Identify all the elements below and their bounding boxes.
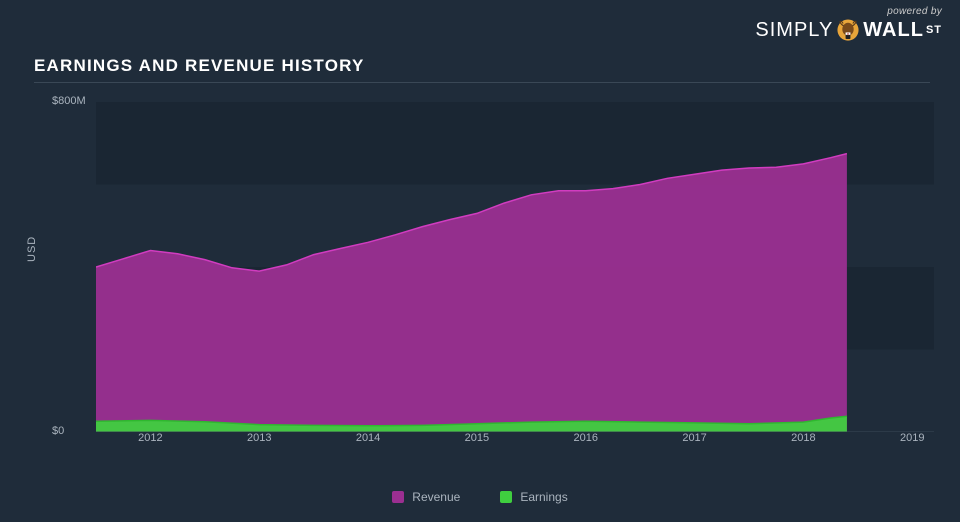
x-tick-label: 2013 xyxy=(247,432,271,444)
legend-item-earnings: Earnings xyxy=(500,490,567,504)
x-tick-label: 2017 xyxy=(682,432,706,444)
brand-logo: powered by SIMPLY WALL ST xyxy=(755,6,942,43)
area-chart-svg xyxy=(96,102,934,432)
revenue-swatch xyxy=(392,491,404,503)
plot-area xyxy=(96,102,934,432)
x-tick-label: 2018 xyxy=(791,432,815,444)
legend-earnings-label: Earnings xyxy=(520,490,567,504)
x-tick-label: 2014 xyxy=(356,432,380,444)
powered-by-text: powered by xyxy=(755,6,942,17)
y-tick-label: $800M xyxy=(52,95,86,107)
brand-name: SIMPLY WALL ST xyxy=(755,17,942,43)
legend-revenue-label: Revenue xyxy=(412,490,460,504)
y-tick-label: $0 xyxy=(52,425,64,437)
bull-icon xyxy=(835,17,861,43)
brand-st: ST xyxy=(926,24,942,36)
earnings-swatch xyxy=(500,491,512,503)
chart-title: EARNINGS AND REVENUE HISTORY xyxy=(34,56,365,76)
x-tick-label: 2012 xyxy=(138,432,162,444)
x-tick-label: 2015 xyxy=(465,432,489,444)
legend: Revenue Earnings xyxy=(0,490,960,504)
y-axis-label: USD xyxy=(26,236,38,262)
brand-simply: SIMPLY xyxy=(755,19,833,42)
x-tick-label: 2016 xyxy=(573,432,597,444)
title-divider xyxy=(34,82,930,83)
brand-wall: WALL xyxy=(863,19,924,42)
x-tick-label: 2019 xyxy=(900,432,924,444)
chart-container: USD $0$800M 2012201320142015201620172018… xyxy=(34,92,934,452)
legend-item-revenue: Revenue xyxy=(392,490,460,504)
